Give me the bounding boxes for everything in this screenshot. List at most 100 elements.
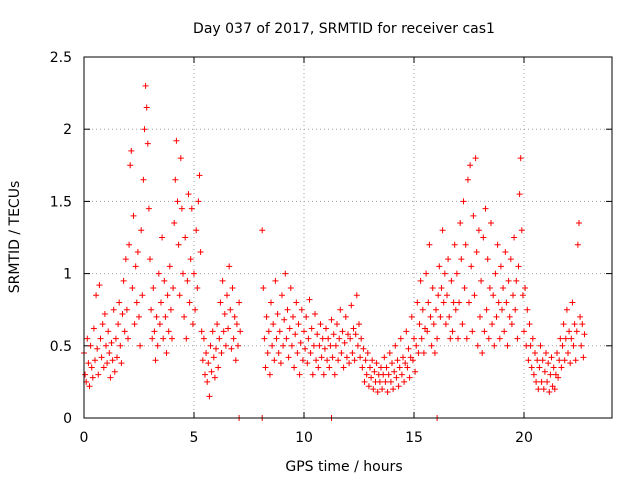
data-point xyxy=(424,328,431,335)
data-point xyxy=(342,313,349,320)
data-point xyxy=(345,331,351,338)
data-point xyxy=(569,299,576,306)
data-points xyxy=(81,82,588,421)
data-point xyxy=(567,360,574,367)
data-point xyxy=(260,285,267,292)
data-point xyxy=(317,321,324,328)
data-point xyxy=(394,357,401,364)
y-axis-label: SRMTID / TECUs xyxy=(7,181,23,294)
data-point xyxy=(493,313,500,320)
data-point xyxy=(161,277,168,284)
data-point xyxy=(373,360,380,367)
data-point xyxy=(468,263,475,270)
data-point xyxy=(532,350,538,357)
data-point xyxy=(412,368,419,375)
data-point xyxy=(269,342,276,349)
data-point xyxy=(328,316,335,323)
data-point xyxy=(276,328,283,335)
data-point xyxy=(89,374,96,381)
data-point xyxy=(371,368,378,375)
data-point xyxy=(138,227,145,234)
data-point xyxy=(199,357,206,364)
data-point xyxy=(329,354,336,361)
data-point xyxy=(225,325,232,332)
data-point xyxy=(425,299,432,306)
data-point xyxy=(203,350,210,357)
data-point xyxy=(562,335,569,342)
data-point xyxy=(540,386,547,393)
data-point xyxy=(365,383,372,390)
data-point xyxy=(159,234,166,241)
data-point xyxy=(478,277,485,284)
data-point xyxy=(191,270,197,277)
data-point xyxy=(459,321,466,328)
data-point xyxy=(208,368,215,375)
data-point xyxy=(216,335,223,342)
data-point xyxy=(186,299,193,306)
data-point xyxy=(127,162,134,169)
data-point xyxy=(207,342,214,349)
data-point xyxy=(437,313,444,320)
data-point xyxy=(184,277,191,284)
data-point xyxy=(536,364,543,371)
data-point xyxy=(123,306,130,313)
data-point xyxy=(379,386,386,393)
data-point xyxy=(340,364,347,371)
data-point xyxy=(453,270,460,277)
data-point xyxy=(426,241,433,248)
data-point xyxy=(380,371,387,378)
data-point xyxy=(455,335,461,342)
data-point xyxy=(112,335,119,342)
data-point xyxy=(222,342,229,349)
data-point xyxy=(473,248,480,255)
data-point xyxy=(236,299,243,306)
data-point xyxy=(451,241,458,248)
data-point xyxy=(447,335,454,342)
data-point xyxy=(566,328,573,335)
data-point xyxy=(220,328,227,335)
data-point xyxy=(121,328,128,335)
data-point xyxy=(164,292,171,299)
data-point xyxy=(140,176,147,183)
data-point xyxy=(87,342,94,349)
data-point xyxy=(325,335,332,342)
data-point xyxy=(218,350,225,357)
data-point xyxy=(390,386,397,393)
data-point xyxy=(414,299,421,306)
y-tick-label: 0 xyxy=(63,411,72,427)
data-point xyxy=(488,220,494,227)
data-point xyxy=(354,342,361,349)
data-point xyxy=(479,350,486,357)
data-point xyxy=(275,350,282,357)
data-point xyxy=(318,354,325,361)
data-point xyxy=(545,360,552,367)
data-point xyxy=(173,137,180,144)
data-point xyxy=(510,292,516,299)
data-point xyxy=(428,342,435,349)
data-point xyxy=(438,285,445,292)
data-point xyxy=(469,328,476,335)
data-point xyxy=(396,364,403,371)
data-point xyxy=(182,234,189,241)
data-point xyxy=(450,299,457,306)
data-point xyxy=(314,331,321,338)
data-point xyxy=(134,248,141,255)
data-point xyxy=(378,364,384,371)
data-point xyxy=(352,331,359,338)
data-point xyxy=(264,350,271,357)
y-tick-label: 1.5 xyxy=(50,194,72,210)
data-point xyxy=(189,321,196,328)
data-point xyxy=(160,335,167,342)
data-point xyxy=(571,321,578,328)
data-point xyxy=(544,378,551,385)
data-point xyxy=(105,328,112,335)
data-point xyxy=(296,371,303,378)
data-point xyxy=(231,313,238,320)
data-point xyxy=(237,328,244,335)
data-point xyxy=(152,357,159,364)
data-point xyxy=(180,270,186,277)
data-point xyxy=(471,292,478,299)
data-point xyxy=(386,350,393,357)
data-point xyxy=(141,126,148,133)
x-tick-label: 5 xyxy=(190,430,199,446)
